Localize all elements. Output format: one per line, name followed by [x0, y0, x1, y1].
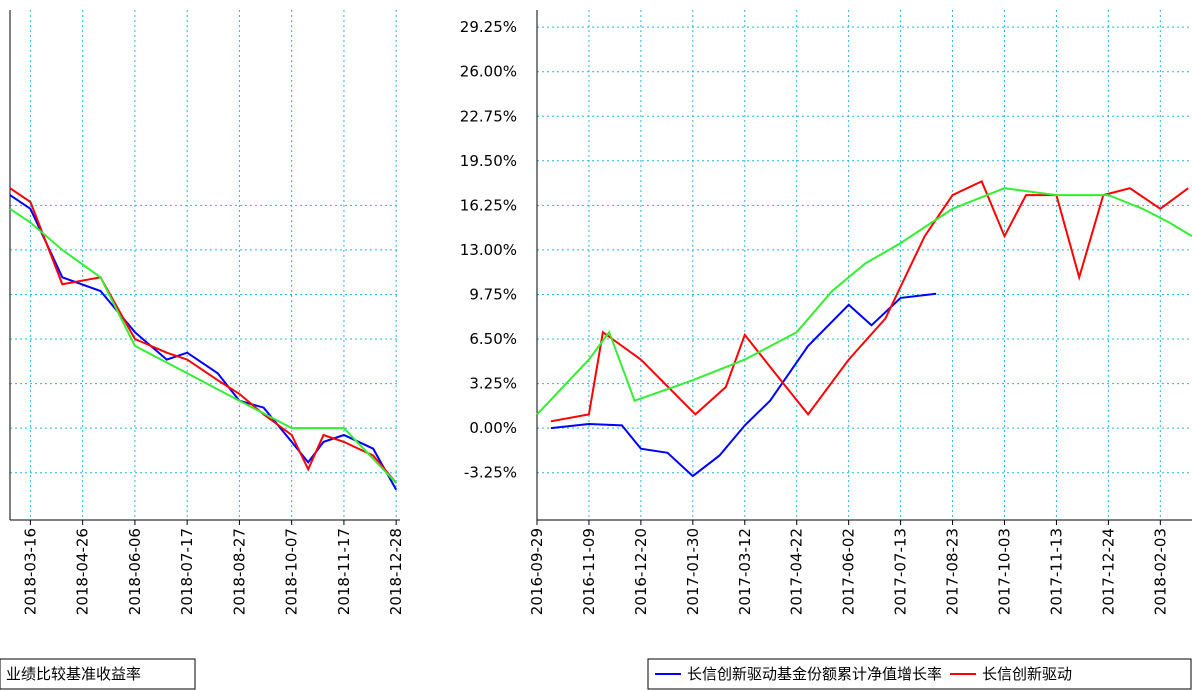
x-tick-label: 2016-09-29: [528, 528, 546, 615]
x-tick-label: 2018-11-17: [335, 528, 353, 615]
x-tick-label: 2016-12-20: [632, 528, 650, 615]
x-tick-label: 2017-11-13: [1047, 528, 1065, 615]
legend-label: 长信创新驱动基金份额累计净值增长率: [687, 665, 942, 683]
x-tick-label: 2017-01-30: [684, 528, 702, 615]
y-tick-label: 16.25%: [460, 196, 517, 214]
y-tick-label: 29.25%: [460, 18, 517, 36]
x-tick-label: 2018-04-26: [74, 528, 92, 615]
chart: -3.25% 0.00% 3.25% 6.50% 9.75% 13.00% 16.25% 19…: [0, 0, 1192, 690]
x-tick-label: 2018-02-03: [1151, 528, 1169, 615]
y-tick-label: 19.50%: [460, 152, 517, 170]
x-tick-label: 2017-04-22: [788, 528, 806, 615]
x-tick-label: 2018-08-27: [230, 528, 248, 615]
x-tick-label: 2017-06-02: [840, 528, 858, 615]
x-tick-label: 2018-12-28: [387, 528, 405, 615]
y-tick-label: 3.25%: [469, 375, 517, 393]
y-tick-label: 13.00%: [460, 241, 517, 259]
x-tick-label: 2017-08-23: [944, 528, 962, 615]
y-tick-label: -3.25%: [464, 464, 517, 482]
legend-label: 长信创新驱动: [982, 665, 1072, 683]
x-tick-label: 2018-07-17: [178, 528, 196, 615]
legend-label: 业绩比较基准收益率: [6, 665, 141, 683]
x-tick-label: 2018-10-07: [283, 528, 301, 615]
y-tick-label: 9.75%: [469, 285, 517, 303]
x-tick-label: 2017-10-03: [995, 528, 1013, 615]
x-tick-label: 2016-11-09: [580, 528, 598, 615]
y-tick-label: 6.50%: [469, 330, 517, 348]
x-tick-label: 2018-03-16: [21, 528, 39, 615]
y-tick-label: 22.75%: [460, 107, 517, 125]
x-tick-label: 2017-07-13: [892, 528, 910, 615]
y-tick-label: 0.00%: [469, 419, 517, 437]
x-tick-label: 2017-12-24: [1099, 528, 1117, 615]
x-tick-label: 2018-06-06: [126, 528, 144, 615]
x-tick-label: 2017-03-12: [736, 528, 754, 615]
y-tick-label: 26.00%: [460, 63, 517, 81]
